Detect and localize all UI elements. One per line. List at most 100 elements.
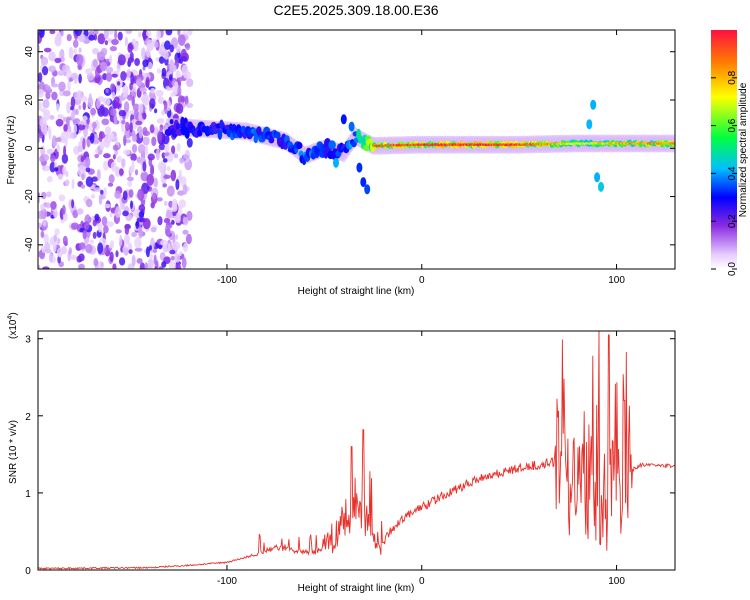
noise-blob [85,243,93,254]
noise-blob [63,124,68,132]
noise-blob [170,255,176,261]
noise-blob [88,93,92,103]
noise-blob [114,30,118,40]
noise-blob [82,101,87,111]
noise-blob [117,54,126,66]
noise-blob [177,34,186,46]
noise-blob [150,227,157,233]
noise-blob [110,161,117,172]
noise-blob [40,203,45,211]
noise-blob [181,48,187,58]
noise-blob [60,30,64,37]
noise-blob [112,154,116,160]
noise-blob [163,200,168,207]
side-blob [356,162,363,173]
noise-blob [53,167,59,172]
noise-blob [76,53,84,66]
noise-blob [164,145,170,153]
noise-blob [118,109,127,117]
noise-blob [174,81,179,90]
noise-blob [164,224,171,237]
noise-blob [171,198,178,210]
ridge-band [323,149,328,159]
ytick-label: -20 [24,189,35,204]
noise-blob [48,253,53,263]
noise-blob [101,107,109,117]
ridge-band [268,137,275,144]
noise-blob [67,80,71,92]
noise-blob [130,73,135,86]
noise-blob [156,68,161,74]
noise-blob [82,115,88,122]
noise-blob [49,30,56,35]
snr-multiplier-exp: 4 [7,316,14,320]
noise-blob [134,247,143,252]
noise-blob [139,87,147,93]
noise-blob [68,46,74,59]
chart-title: C2E5.2025.309.18.00.E36 [273,2,438,18]
noise-blob [155,148,160,161]
colorbar-label: Normalized spectral amplitude [738,82,749,217]
svg-text:(x104): (x104) [7,312,19,339]
noise-blob [126,176,134,182]
noise-blob [122,190,128,201]
noise-blob [116,155,122,163]
noise-blob [179,158,185,164]
noise-blob [54,57,62,64]
noise-blob [57,114,64,119]
noise-blob [72,119,78,124]
noise-blob [78,47,82,53]
noise-blob [103,160,109,171]
noise-blob [150,164,155,176]
noise-blob [133,108,139,119]
noise-blob [155,89,164,97]
noise-blob [123,134,127,146]
noise-blob [109,251,114,262]
noise-blob [134,169,139,176]
noise-blob [102,97,111,106]
noise-blob [153,177,158,188]
noise-blob [156,197,163,202]
xtick-label: 0 [419,275,425,286]
noise-blob [103,225,109,234]
noise-blob [100,61,108,72]
noise-blob [115,229,122,234]
snr-ytick-label: 1 [25,489,31,500]
noise-blob [177,30,181,36]
noise-blob [62,204,66,215]
side-blob [590,99,597,110]
noise-blob [80,96,88,102]
noise-blob [153,41,159,48]
noise-blob [42,266,50,269]
noise-blob [93,187,102,193]
noise-blob [150,87,156,94]
noise-blob [92,121,97,129]
snr-xlabel: Height of straight line (km) [298,583,415,594]
noise-blob [77,35,86,42]
noise-blob [38,222,42,228]
noise-blob [127,180,133,187]
noise-blob [54,34,62,47]
noise-blob [106,66,114,74]
noise-blob [43,47,52,53]
noise-blob [117,31,123,41]
noise-blob [169,74,173,81]
noise-blob [171,219,175,225]
xtick-label: -100 [217,275,237,286]
noise-blob [152,192,157,200]
spectrogram-xlabel: Height of straight line (km) [298,286,415,297]
noise-blob [164,50,169,60]
snr-ytick-label: 3 [25,335,31,346]
noise-blob [161,261,167,268]
noise-blob [172,39,178,46]
noise-blob [38,89,45,98]
noise-blob [138,103,144,114]
noise-blob [111,91,116,100]
noise-blob [146,30,152,37]
noise-blob [161,110,165,116]
noise-blob [145,246,150,258]
noise-blob [63,145,67,157]
noise-blob [119,234,123,247]
noise-blob [133,42,139,48]
noise-blob [123,149,131,155]
